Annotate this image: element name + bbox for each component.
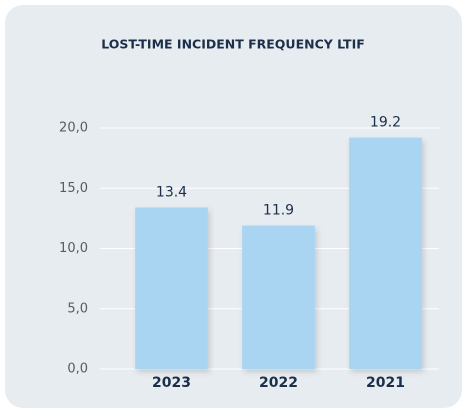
y-tick-label: 15,0 (59, 181, 88, 196)
x-tick-label: 2021 (366, 375, 405, 391)
y-tick-label: 5,0 (67, 301, 88, 316)
bar (349, 137, 422, 369)
data-label: 11.9 (263, 203, 294, 219)
data-label: 19.2 (370, 115, 401, 131)
bar (242, 225, 315, 369)
x-tick-label: 2022 (259, 375, 298, 391)
y-tick-label: 0,0 (67, 362, 88, 377)
bar (135, 207, 208, 369)
card (5, 5, 462, 408)
data-label: 13.4 (156, 185, 187, 201)
y-tick-label: 10,0 (59, 241, 88, 256)
y-tick-label: 20,0 (59, 121, 88, 136)
x-tick-label: 2023 (152, 375, 191, 391)
chart-title: LOST-TIME INCIDENT FREQUENCY LTIF (101, 37, 365, 52)
